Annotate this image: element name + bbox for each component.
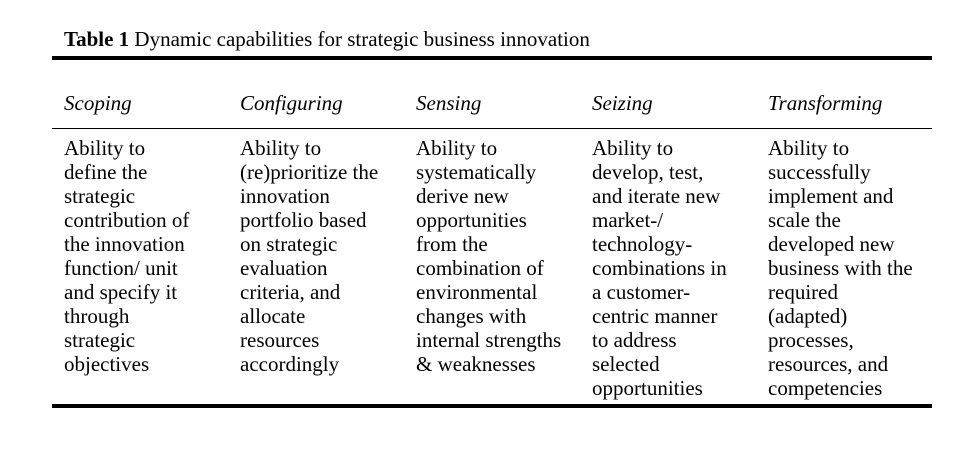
table-cell-sensing: Ability to systematically derive new opp… (416, 136, 561, 376)
column-header-seizing: Seizing (592, 91, 653, 115)
column-header-scoping: Scoping (64, 91, 132, 115)
cell-line: from the (416, 232, 488, 256)
cell-line: through (64, 304, 130, 328)
cell-line: Ability to (240, 136, 322, 160)
cell-line: to address (592, 328, 677, 352)
cell-line: technology- (592, 232, 693, 256)
table-cell-scoping: Ability to define the strategic contribu… (64, 136, 189, 376)
cell-line: competencies (768, 376, 883, 400)
cell-line: & weaknesses (416, 352, 536, 376)
cell-line: resources, and (768, 352, 889, 376)
cell-line: opportunities (416, 208, 527, 232)
cell-line: and specify it (64, 280, 178, 304)
cell-line: (re)prioritize the (240, 160, 379, 184)
cell-line: innovation (240, 184, 330, 208)
cell-line: systematically (416, 160, 537, 184)
cell-line: required (768, 280, 838, 304)
header-divider-rule (52, 128, 932, 129)
cell-line: strategic (64, 184, 136, 208)
cell-line: a customer- (592, 280, 691, 304)
cell-line: changes with (416, 304, 527, 328)
table-cell-seizing: Ability to develop, test, and iterate ne… (592, 136, 727, 400)
cell-line: strategic (64, 328, 136, 352)
cell-line: function/ unit (64, 256, 178, 280)
cell-line: allocate (240, 304, 306, 328)
cell-line: accordingly (240, 352, 340, 376)
table-bottom-rule (52, 404, 932, 408)
cell-line: Ability to (416, 136, 498, 160)
cell-line: derive new (416, 184, 509, 208)
table-caption-label: Table 1 (64, 27, 130, 51)
cell-line: develop, test, (592, 160, 704, 184)
cell-line: portfolio based (240, 208, 367, 232)
cell-line: developed new (768, 232, 895, 256)
cell-line: opportunities (592, 376, 703, 400)
table-caption: Table 1 Dynamic capabilities for strateg… (64, 26, 590, 52)
table-caption-title: Dynamic capabilities for strategic busin… (134, 27, 590, 51)
column-header-transforming: Transforming (768, 91, 883, 115)
table-cell-transforming: Ability to successfully implement and sc… (768, 136, 913, 400)
cell-line: the innovation (64, 232, 185, 256)
cell-line: combinations in (592, 256, 727, 280)
cell-line: on strategic (240, 232, 338, 256)
column-header-sensing: Sensing (416, 91, 482, 115)
table-top-rule (52, 56, 932, 60)
cell-line: Ability to (64, 136, 146, 160)
cell-line: processes, (768, 328, 854, 352)
cell-line: objectives (64, 352, 150, 376)
cell-line: scale the (768, 208, 841, 232)
column-header-configuring: Configuring (240, 91, 343, 115)
cell-line: centric manner (592, 304, 718, 328)
cell-line: combination of (416, 256, 544, 280)
cell-line: and iterate new (592, 184, 721, 208)
cell-line: evaluation (240, 256, 328, 280)
cell-line: market-/ (592, 208, 664, 232)
table-cell-configuring: Ability to (re)prioritize the innovation… (240, 136, 378, 376)
cell-line: Ability to (768, 136, 850, 160)
cell-line: contribution of (64, 208, 190, 232)
cell-line: define the (64, 160, 148, 184)
cell-line: business with the (768, 256, 913, 280)
cell-line: internal strengths (416, 328, 562, 352)
cell-line: environmental (416, 280, 538, 304)
cell-line: selected (592, 352, 660, 376)
cell-line: resources (240, 328, 320, 352)
cell-line: successfully (768, 160, 871, 184)
cell-line: criteria, and (240, 280, 341, 304)
cell-line: implement and (768, 184, 894, 208)
cell-line: (adapted) (768, 304, 848, 328)
cell-line: Ability to (592, 136, 674, 160)
